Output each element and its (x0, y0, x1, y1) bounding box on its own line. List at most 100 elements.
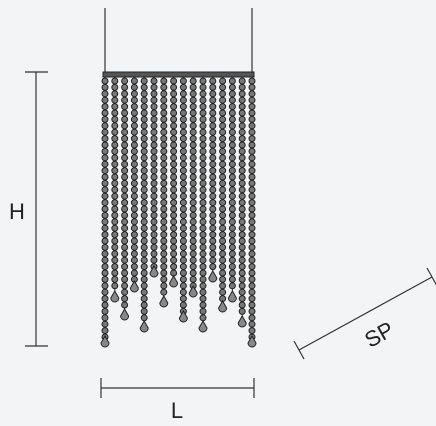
crystal (111, 90, 119, 98)
crystal (248, 83, 256, 91)
top-bar (102, 71, 255, 78)
crystal (140, 167, 148, 175)
crystal (140, 186, 148, 194)
crystal (248, 237, 256, 245)
drop (159, 294, 169, 308)
crystal (101, 295, 109, 303)
crystal (219, 77, 227, 85)
crystal (111, 160, 119, 168)
crystal (170, 224, 178, 232)
crystal (219, 275, 227, 283)
crystal (238, 135, 246, 143)
crystal (228, 237, 236, 245)
crystal (219, 147, 227, 155)
crystal (170, 186, 178, 194)
crystal (238, 231, 246, 239)
crystal (199, 160, 207, 168)
crystal (140, 179, 148, 187)
crystal (121, 192, 129, 200)
crystal (140, 269, 148, 277)
crystal (238, 243, 246, 251)
crystal (101, 263, 109, 271)
crystal (228, 250, 236, 258)
crystal (219, 115, 227, 123)
crystal (228, 83, 236, 91)
crystal (248, 128, 256, 136)
crystal (189, 141, 197, 149)
drop (149, 264, 159, 278)
crystal (219, 250, 227, 258)
crystal (101, 96, 109, 104)
crystal (189, 103, 197, 111)
crystal (179, 295, 187, 303)
crystal (101, 256, 109, 264)
crystal (140, 103, 148, 111)
crystal (170, 263, 178, 271)
crystal (238, 269, 246, 277)
crystal (130, 211, 138, 219)
crystal (121, 224, 129, 232)
crystal (140, 173, 148, 181)
crystal (179, 256, 187, 264)
crystal (248, 186, 256, 194)
crystal (160, 147, 168, 155)
crystal (238, 141, 246, 149)
crystal (209, 160, 217, 168)
crystal (199, 243, 207, 251)
crystal (179, 263, 187, 271)
crystal (179, 282, 187, 290)
crystal (209, 77, 217, 85)
crystal (140, 307, 148, 315)
crystal (160, 199, 168, 207)
crystal (150, 83, 158, 91)
crystal (140, 128, 148, 136)
crystal (209, 256, 217, 264)
crystal (248, 199, 256, 207)
crystal (140, 301, 148, 309)
crystal (199, 256, 207, 264)
crystal (238, 128, 246, 136)
crystal (248, 224, 256, 232)
crystal (140, 141, 148, 149)
crystal (101, 128, 109, 136)
crystal (199, 199, 207, 207)
crystal (111, 154, 119, 162)
crystal (248, 167, 256, 175)
crystal (160, 224, 168, 232)
crystal (179, 237, 187, 245)
crystal (111, 211, 119, 219)
crystal (238, 250, 246, 258)
crystal (150, 192, 158, 200)
crystal (101, 205, 109, 213)
crystal (199, 103, 207, 111)
crystal (248, 307, 256, 315)
crystal (179, 218, 187, 226)
drop (100, 334, 110, 348)
crystal (111, 205, 119, 213)
crystal (130, 231, 138, 239)
crystal (150, 199, 158, 207)
crystal (170, 231, 178, 239)
crystal (238, 211, 246, 219)
crystal (140, 83, 148, 91)
crystal (101, 243, 109, 251)
drop (169, 274, 179, 288)
crystal (179, 186, 187, 194)
crystal (160, 154, 168, 162)
crystal (189, 186, 197, 194)
crystal (219, 128, 227, 136)
crystal (238, 154, 246, 162)
crystal (130, 109, 138, 117)
crystal (101, 115, 109, 123)
crystal (170, 141, 178, 149)
crystal (101, 173, 109, 181)
crystal (199, 141, 207, 149)
crystal (228, 96, 236, 104)
crystal (219, 141, 227, 149)
crystal (170, 179, 178, 187)
crystal (111, 237, 119, 245)
crystal (150, 147, 158, 155)
crystal (160, 83, 168, 91)
crystal (150, 218, 158, 226)
crystal (179, 211, 187, 219)
